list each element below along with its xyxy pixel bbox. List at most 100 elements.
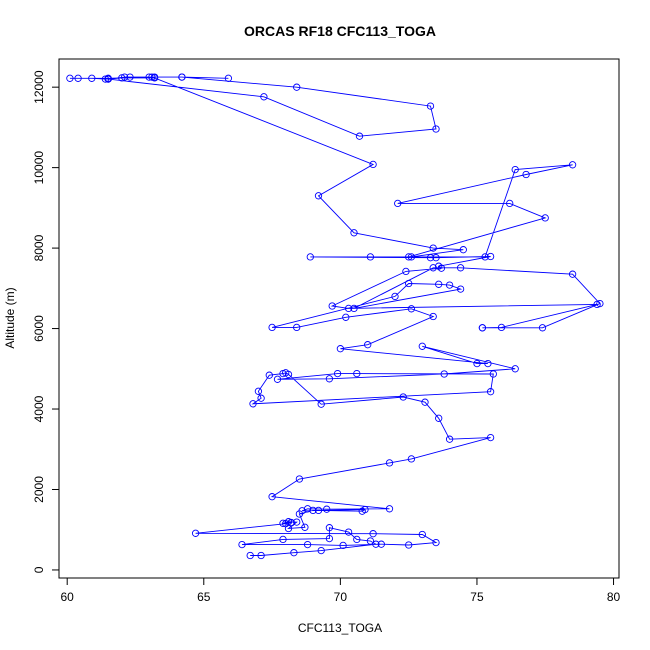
data-point [325, 375, 334, 383]
data-point [478, 324, 487, 332]
data-point [104, 75, 112, 83]
data-point [369, 160, 377, 169]
y-tick-label: 12000 [32, 70, 46, 104]
data-point [295, 475, 304, 483]
data-point [366, 537, 375, 545]
data-point [497, 323, 506, 332]
data-point [407, 455, 416, 463]
data-point [445, 281, 454, 289]
data-point [541, 214, 549, 222]
data-point [596, 299, 604, 308]
data-point [145, 73, 153, 81]
data-point [118, 74, 126, 82]
data-point [377, 540, 385, 548]
data-point [88, 74, 96, 82]
x-axis-label: CFC113_TOGA [298, 621, 382, 635]
data-point [293, 518, 301, 526]
data-point [593, 300, 601, 309]
data-point [101, 75, 110, 83]
data-point [435, 280, 443, 288]
x-tick-label: 60 [61, 590, 75, 604]
data-point [279, 519, 287, 527]
data-point [265, 371, 273, 379]
data-point [405, 279, 413, 288]
data-point [268, 323, 276, 332]
data-point [385, 505, 394, 513]
data-point [328, 302, 336, 310]
data-point [273, 375, 282, 383]
data-point [120, 73, 129, 81]
series-line [69, 76, 601, 556]
data-point [126, 73, 134, 81]
data-point [405, 541, 413, 549]
y-axis: 0 2000 4000 6000 8000 10000 12000 [32, 70, 60, 573]
data-point [66, 74, 74, 82]
x-tick-label: 80 [607, 590, 621, 604]
data-point [191, 529, 200, 537]
data-point [456, 264, 465, 272]
data-point [435, 414, 443, 422]
data-point [407, 305, 416, 313]
data-point [429, 312, 437, 321]
x-tick-label: 65 [197, 590, 211, 604]
data-point [314, 192, 323, 200]
x-tick-label: 75 [470, 590, 484, 604]
data-point [353, 369, 361, 378]
data-point [372, 540, 380, 548]
data-point [350, 229, 358, 237]
data-point [246, 551, 254, 560]
data-point [317, 546, 325, 555]
data-point [418, 342, 426, 350]
data-point [421, 398, 429, 406]
data-point [484, 359, 492, 368]
data-point [481, 253, 489, 261]
data-point [325, 534, 334, 543]
data-point [568, 161, 577, 169]
data-point [429, 244, 437, 252]
data-point [323, 505, 331, 513]
data-point [74, 74, 82, 82]
data-point [350, 304, 358, 313]
y-axis-label: Altitude (m) [3, 287, 17, 348]
data-point [486, 252, 495, 261]
data-point [432, 125, 440, 133]
data-point [407, 253, 416, 261]
data-point [511, 365, 519, 373]
data-point [391, 292, 399, 301]
data-point [238, 540, 246, 549]
data-point [486, 433, 495, 442]
data-point [429, 264, 437, 272]
data-point [339, 541, 347, 550]
data-point [366, 253, 375, 261]
data-point [314, 506, 323, 515]
data-point [336, 345, 345, 353]
data-point [257, 394, 265, 402]
data-point [293, 323, 301, 332]
data-point [568, 270, 577, 278]
data-point [402, 267, 410, 276]
data-point [249, 400, 257, 408]
data-point [459, 246, 467, 254]
data-point [506, 199, 514, 208]
data-point [385, 459, 394, 467]
data-point [418, 530, 426, 539]
data-point [473, 359, 481, 368]
data-point [426, 254, 435, 262]
data-point [224, 74, 233, 82]
data-point [405, 253, 413, 261]
data-point [303, 540, 312, 549]
data-point [394, 199, 402, 208]
data-point [353, 535, 361, 544]
data-point [306, 253, 314, 261]
chart-title: ORCAS RF18 CFC113_TOGA [244, 23, 436, 39]
y-tick-label: 6000 [32, 315, 46, 342]
data-point [260, 93, 268, 101]
data-point [325, 524, 334, 532]
x-tick-label: 70 [334, 590, 348, 604]
data-point [358, 507, 366, 515]
data-point [432, 254, 440, 262]
data-point [344, 528, 353, 536]
data-point [456, 285, 465, 293]
data-point [282, 520, 290, 528]
